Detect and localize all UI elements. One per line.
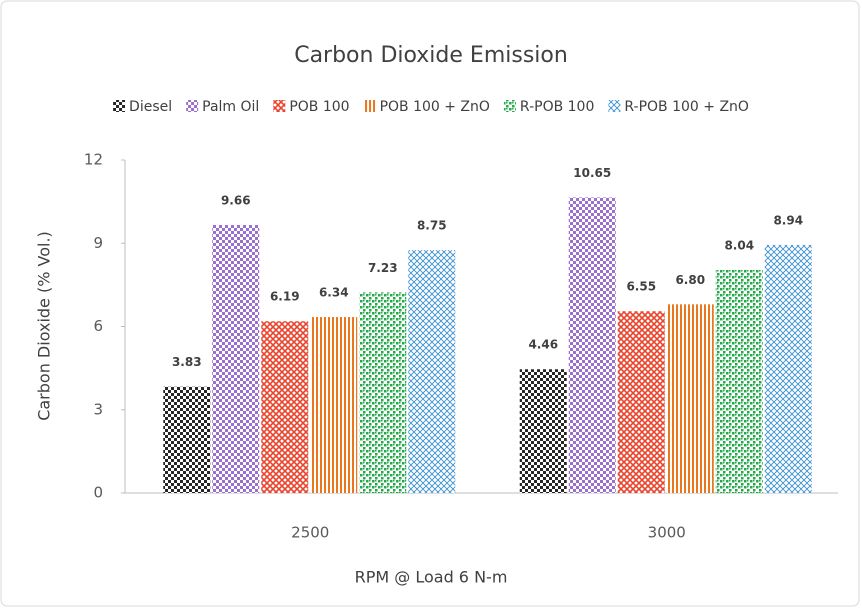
y-axis-title: Carbon Dioxide (% Vol.): [35, 231, 54, 421]
y-tick-label: 9: [93, 234, 103, 252]
legend-label: POB 100 + ZnO: [380, 99, 490, 115]
value-label: 6.19: [270, 290, 300, 304]
chart-title: Carbon Dioxide Emission: [294, 43, 568, 68]
value-label: 3.83: [172, 355, 202, 369]
bar: [618, 311, 665, 493]
value-label: 6.80: [675, 273, 705, 287]
legend-label: POB 100: [289, 99, 349, 115]
legend-label: R-POB 100: [520, 99, 594, 115]
value-label: 8.04: [724, 238, 754, 252]
value-label: 4.46: [528, 338, 558, 352]
y-tick-label: 6: [93, 317, 103, 335]
legend: Diesel Palm Oil POB 100 POB 100 + ZnO R-POB …: [113, 99, 749, 115]
value-label: 6.34: [319, 286, 349, 300]
value-label: 9.66: [221, 193, 251, 207]
chart: Carbon Dioxide Emission RPM @ Load 6 N-m…: [0, 0, 862, 609]
legend-swatch: [504, 100, 516, 112]
bar: [408, 250, 455, 493]
bar: [163, 387, 210, 493]
value-label: 7.23: [368, 261, 398, 275]
value-label: 8.94: [773, 213, 803, 227]
legend-swatch: [608, 100, 620, 112]
bar: [716, 270, 763, 493]
value-label: 10.65: [573, 166, 611, 180]
x-tick-label: 3000: [648, 524, 686, 542]
legend-label: R-POB 100 + ZnO: [624, 99, 749, 115]
legend-label: Palm Oil: [202, 99, 259, 115]
y-tick-label: 12: [84, 151, 103, 169]
legend-swatch: [113, 100, 125, 112]
y-tick-label: 3: [93, 400, 103, 418]
legend-swatch: [364, 100, 376, 112]
x-tick-label: 2500: [291, 524, 329, 542]
legend-swatch: [186, 100, 198, 112]
legend-label: Diesel: [129, 99, 172, 115]
bar: [359, 292, 406, 493]
bar: [667, 304, 714, 493]
bar: [261, 321, 308, 493]
bar: [569, 197, 616, 493]
bar: [765, 245, 812, 493]
bar: [310, 317, 357, 493]
bar: [520, 369, 567, 493]
legend-swatch: [273, 100, 285, 112]
value-label: 6.55: [626, 280, 656, 294]
y-tick-label: 0: [93, 484, 103, 502]
bar: [212, 225, 259, 493]
value-label: 8.75: [417, 219, 447, 233]
x-axis-title: RPM @ Load 6 N-m: [355, 568, 508, 587]
